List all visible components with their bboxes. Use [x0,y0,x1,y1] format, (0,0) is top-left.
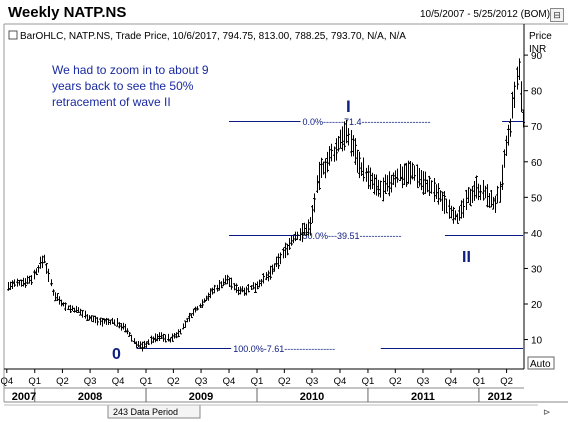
quarter-label: Q2 [278,376,291,387]
y-tick-label: 80 [531,87,543,98]
quarter-label: Q4 [334,376,347,387]
year-label: 2012 [488,391,512,403]
y-tick-label: 60 [531,158,543,169]
retracement-label-bg [300,230,445,241]
quarter-label: Q3 [306,376,319,387]
legend-text: BarOHLC, NATP.NS, Trade Price, 10/6/2017… [20,31,406,42]
year-label: 2011 [411,391,435,403]
data-period-label: 243 Data Period [113,407,178,417]
quarter-label: Q1 [362,376,375,387]
x-axis: Q4 Q1 Q2 Q3 Q4 Q1 Q2 Q3 Q4 Q1 Q2 Q3 Q4 Q1 Q2 Q3 Q4 Q1 Q2 20… [0,369,551,419]
quarter-label: Q3 [84,376,97,387]
year-label: 2007 [12,391,36,403]
quarter-label: Q1 [473,376,486,387]
wave-label-0: 0 [112,346,121,363]
annotations: We had to zoom in to about 9 years back t… [52,63,471,363]
year-label: 2009 [189,391,213,403]
annotation-line: years back to see the 50% [52,79,194,93]
quarter-label: Q4 [223,376,236,387]
y-tick-label: 20 [531,300,543,311]
retracement-label: 100.0%-7.61----------------- [233,344,335,354]
date-range: 10/5/2007 - 5/25/2012 (BOM) [420,9,551,20]
wave-label-ii: II [462,249,471,266]
scroll-icon: ⊳ [543,407,551,417]
y-axis: Price INR 10 20 30 40 50 60 70 80 90 Auto [524,31,555,370]
retracement-label-bg [231,343,381,354]
year-label: 2010 [300,391,324,403]
quarter-label: Q4 [445,376,458,387]
year-label: 2008 [78,391,102,403]
retracement-label: 50.0%---39.51-------------- [303,231,402,241]
auto-box [527,356,555,370]
annotation-line: We had to zoom in to about 9 [52,63,209,77]
quarter-label: Q4 [112,376,125,387]
collapse-button[interactable]: ⊟ [550,8,564,22]
y-tick-label: 10 [531,336,543,347]
y-axis-title-2: INR [529,44,546,55]
quarter-label: Q1 [28,376,41,387]
y-axis-title-1: Price [529,31,552,42]
price-bars [7,58,525,352]
retracement-label: 0.0%-------71.4----------------------- [303,117,431,127]
y-tick-label: 40 [531,229,543,240]
legend-icon [8,30,18,40]
quarter-label: Q3 [417,376,430,387]
quarter-label: Q4 [0,376,13,387]
y-tick-label: 50 [531,193,543,204]
retracement-label-bg [300,116,503,127]
chart-frame: BarOHLC, NATP.NS, Trade Price, 10/6/2017… [3,23,568,403]
auto-label: Auto [530,359,551,370]
quarter-label: Q3 [195,376,208,387]
quarter-label: Q2 [389,376,402,387]
y-tick-label: 90 [531,51,543,62]
y-tick-label: 30 [531,264,543,275]
quarter-label: Q2 [500,376,513,387]
chart-title: Weekly NATP.NS [8,4,127,21]
retracement-levels: 0.0%-------71.4----------------------- 50… [136,116,523,354]
y-tick-label: 70 [531,122,543,133]
quarter-label: Q1 [251,376,264,387]
quarter-label: Q2 [56,376,69,387]
annotation-line: retracement of wave II [52,95,171,109]
quarter-label: Q2 [167,376,180,387]
wave-label-i: I [346,97,351,116]
quarter-label: Q1 [140,376,153,387]
